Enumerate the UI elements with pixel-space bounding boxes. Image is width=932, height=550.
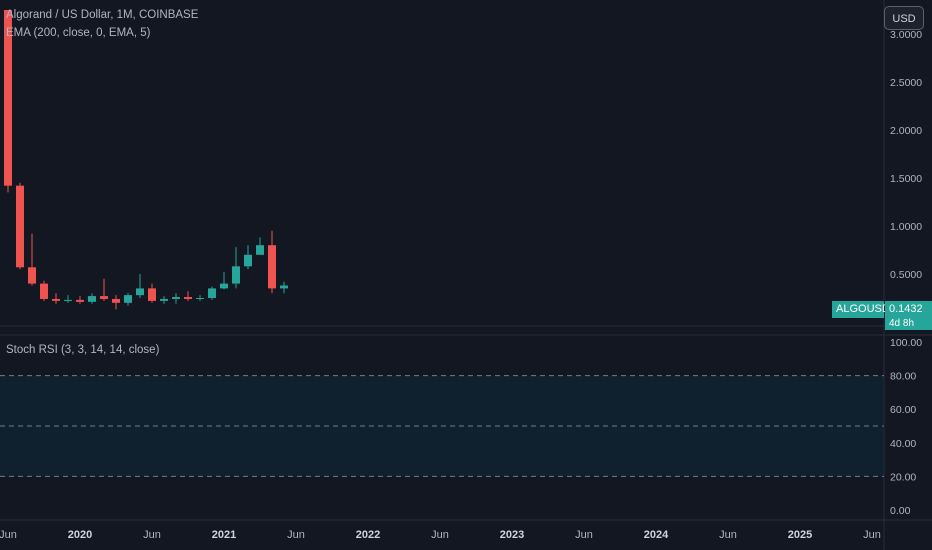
price-tick-label: 0.5000: [890, 269, 922, 281]
time-tick-label: 2021: [212, 529, 236, 541]
time-tick-label: Jun: [0, 529, 17, 541]
candle-body: [112, 298, 120, 303]
candle-body: [88, 296, 96, 302]
candle-body: [16, 185, 24, 268]
price-tick-label: 3.0000: [890, 29, 922, 41]
price-tick-label: 1.5000: [890, 173, 922, 185]
price-tick-label: 2.5000: [890, 77, 922, 89]
candle-body: [4, 10, 12, 186]
time-tick-label: Jun: [287, 529, 305, 541]
candle-countdown: 4d 8h: [885, 317, 932, 330]
ema-indicator-label[interactable]: EMA (200, close, 0, EMA, 5): [6, 27, 151, 39]
candle-body: [256, 245, 264, 255]
candle-body: [64, 299, 72, 301]
candle-body: [124, 295, 132, 303]
time-tick-label: 2023: [500, 529, 524, 541]
rsi-tick-label: 80.00: [890, 371, 916, 383]
rsi-tick-label: 20.00: [890, 471, 916, 483]
chart-title: Algorand / US Dollar, 1M, COINBASE: [6, 9, 199, 21]
last-price-tag: 0.1432: [885, 301, 932, 318]
candle-body: [172, 297, 180, 299]
candle-body: [232, 266, 240, 284]
candle-body: [28, 267, 36, 284]
time-tick-label: 2024: [644, 529, 669, 541]
time-tick-label: Jun: [719, 529, 737, 541]
candle-body: [76, 299, 84, 302]
candle-body: [280, 285, 288, 289]
time-tick-label: 2020: [68, 529, 92, 541]
time-tick-label: Jun: [863, 529, 881, 541]
candle-body: [40, 283, 48, 299]
candle-body: [196, 298, 204, 299]
time-tick-label: Jun: [143, 529, 161, 541]
time-tick-label: 2022: [356, 529, 380, 541]
price-tick-label: 2.0000: [890, 125, 922, 137]
candle-body: [100, 296, 108, 299]
rsi-tick-label: 60.00: [890, 404, 916, 416]
rsi-tick-label: 40.00: [890, 438, 916, 450]
stoch-rsi-label[interactable]: Stoch RSI (3, 3, 14, 14, close): [6, 344, 160, 356]
time-tick-label: 2025: [788, 529, 812, 541]
candle-body: [244, 254, 252, 267]
time-tick-label: Jun: [431, 529, 449, 541]
rsi-tick-label: 0.00: [890, 505, 911, 517]
candle-body: [160, 298, 168, 301]
candle-body: [184, 297, 192, 299]
time-tick-label: Jun: [575, 529, 593, 541]
symbol-price-tag: ALGOUSD: [832, 301, 890, 318]
currency-button[interactable]: USD: [884, 6, 924, 30]
candle-body: [208, 288, 216, 298]
rsi-tick-label: 100.00: [890, 337, 922, 349]
price-tick-label: 1.0000: [890, 221, 922, 233]
candle-body: [148, 288, 156, 301]
candle-body: [52, 298, 60, 301]
candle-body: [136, 288, 144, 296]
candle-body: [268, 245, 276, 289]
candle-body: [220, 283, 228, 289]
